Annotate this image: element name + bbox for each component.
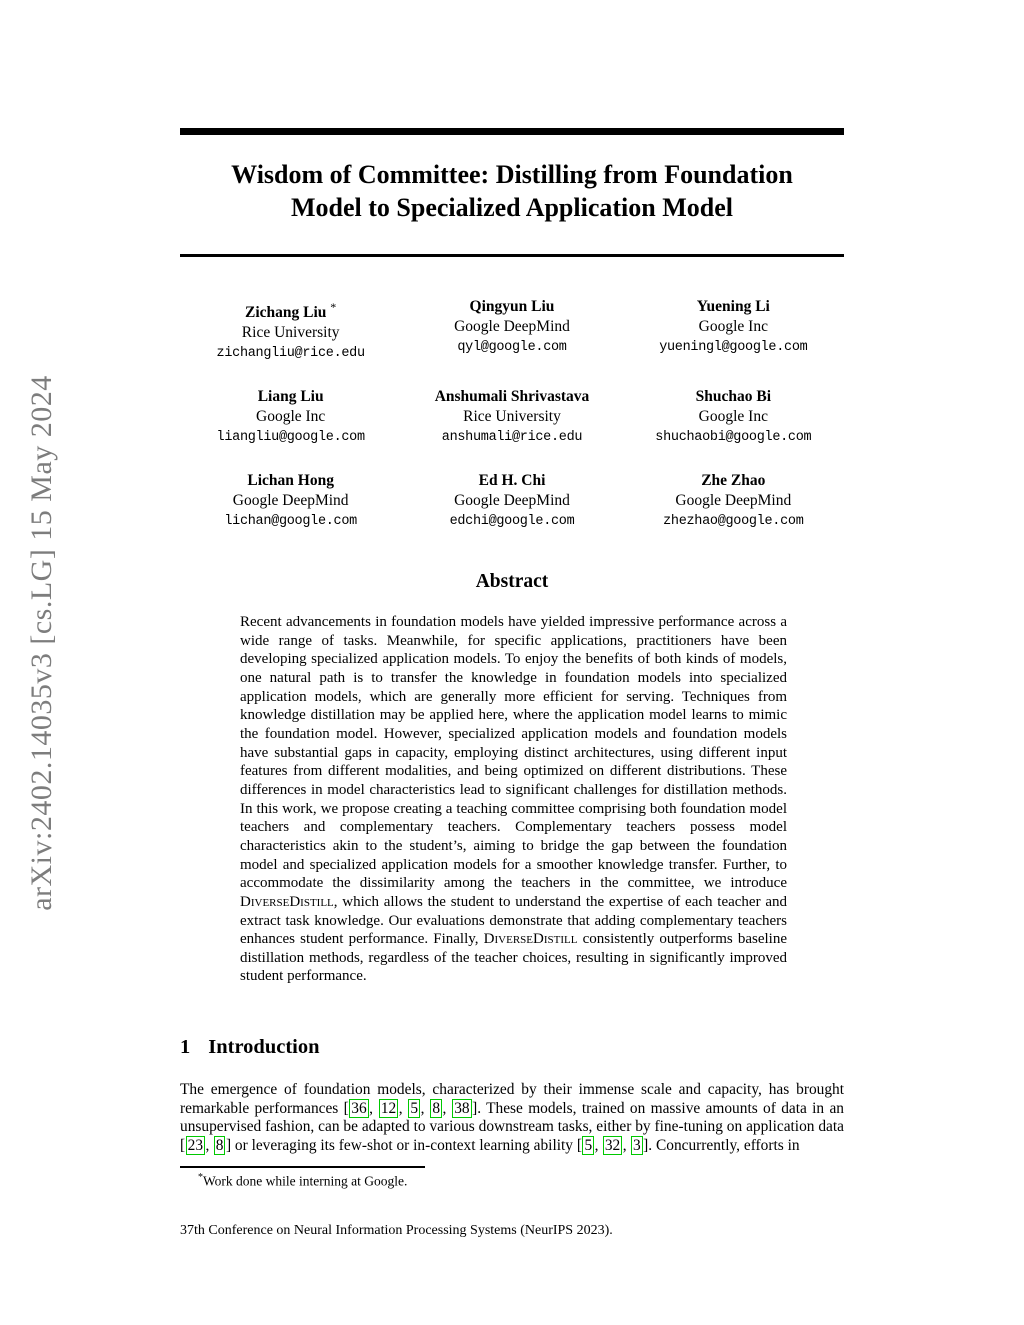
abstract-text: Recent advancements in foundation models… <box>240 614 787 985</box>
conference-footer: 37th Conference on Neural Information Pr… <box>180 1223 613 1238</box>
author-email: shuchaobi@google.com <box>655 430 812 446</box>
author-card: Shuchao Bi Google Inc shuchaobi@google.com <box>623 387 844 448</box>
footnote-rule <box>180 1166 425 1168</box>
author-email: edchi@google.com <box>449 514 575 530</box>
author-affiliation: Google DeepMind <box>232 492 349 510</box>
method-name: DiverseDistill <box>483 931 578 948</box>
author-card: Zichang Liu * Rice University zichangliu@r… <box>180 297 401 364</box>
author-affiliation: Google DeepMind <box>454 492 570 510</box>
author-affiliation: Rice University <box>463 408 561 426</box>
author-card: Liang Liu Google Inc liangliu@google.com <box>180 387 401 448</box>
title-rule-bottom <box>180 254 844 257</box>
citation-link[interactable]: 8 <box>430 1098 443 1118</box>
section-title: Introduction <box>208 1036 320 1058</box>
citation-link[interactable]: 5 <box>408 1098 421 1118</box>
author-name: Zhe Zhao <box>701 472 766 490</box>
authors-block: Zichang Liu * Rice University zichangliu@r… <box>180 297 844 532</box>
author-email: anshumali@rice.edu <box>441 430 583 446</box>
title-rule-top <box>180 128 844 135</box>
author-email: zhezhao@google.com <box>663 514 804 530</box>
citation-link[interactable]: 12 <box>378 1098 399 1118</box>
citation-link[interactable]: 5 <box>582 1136 595 1156</box>
author-email: yueningl@google.com <box>659 340 808 355</box>
author-footnote-marker: * <box>330 300 337 314</box>
author-email: zichangliu@rice.edu <box>216 346 366 362</box>
author-card: Ed H. Chi Google DeepMind edchi@google.com <box>401 471 622 532</box>
author-affiliation: Google DeepMind <box>675 492 792 510</box>
footnote-text: Work done while interning at Google. <box>203 1173 408 1189</box>
citation-link[interactable]: 38 <box>452 1098 472 1118</box>
author-affiliation: Google Inc <box>698 318 768 335</box>
author-email: liangliu@google.com <box>216 430 366 446</box>
introduction-text: The emergence of foundation models, char… <box>180 1081 844 1156</box>
footnote-marker: * <box>198 1172 203 1183</box>
title-line-2: Model to Specialized Application Model <box>291 193 733 222</box>
author-name: Lichan Hong <box>247 472 334 490</box>
footnote: *Work done while interning at Google. <box>180 1172 862 1190</box>
author-affiliation: Google Inc <box>698 408 768 426</box>
title-line-1: Wisdom of Committee: Distilling from Fou… <box>231 160 793 189</box>
arxiv-watermark: arXiv:2402.14035v3 [cs.LG] 15 May 2024 <box>25 375 58 911</box>
author-name: Shuchao Bi <box>695 388 772 406</box>
author-card: Qingyun Liu Google DeepMind qyl@google.com <box>401 297 622 364</box>
author-name: Yuening Li <box>696 298 770 315</box>
author-card: Anshumali Shrivastava Rice University ansh… <box>401 387 622 448</box>
author-name: Zichang Liu * <box>245 300 337 322</box>
author-name: Qingyun Liu <box>469 298 555 315</box>
author-email: lichan@google.com <box>224 514 357 530</box>
citation-link[interactable]: 23 <box>185 1136 206 1156</box>
author-card: Lichan Hong Google DeepMind lichan@google.… <box>180 471 401 532</box>
author-card: Zhe Zhao Google DeepMind zhezhao@google.co… <box>623 471 844 532</box>
citation-link[interactable]: 8 <box>213 1136 226 1156</box>
page-title: Wisdom of Committee: Distilling from Fou… <box>180 158 844 224</box>
author-name: Anshumali Shrivastava <box>434 388 590 406</box>
citation-link[interactable]: 32 <box>602 1136 623 1156</box>
author-name: Ed H. Chi <box>478 472 546 490</box>
author-name: Liang Liu <box>257 388 324 406</box>
section-number: 1 <box>180 1036 191 1058</box>
author-affiliation: Rice University <box>241 324 340 342</box>
author-affiliation: Google Inc <box>256 408 326 426</box>
author-email: qyl@google.com <box>457 340 567 355</box>
citation-link[interactable]: 36 <box>349 1098 369 1118</box>
section-heading-introduction: 1 Introduction <box>180 1036 844 1059</box>
author-affiliation: Google DeepMind <box>454 318 570 335</box>
citation-link[interactable]: 3 <box>630 1136 643 1156</box>
method-name: DiverseDistill <box>240 893 334 910</box>
author-card: Yuening Li Google Inc yueningl@google.com <box>623 297 844 364</box>
abstract-heading: Abstract <box>475 571 549 592</box>
